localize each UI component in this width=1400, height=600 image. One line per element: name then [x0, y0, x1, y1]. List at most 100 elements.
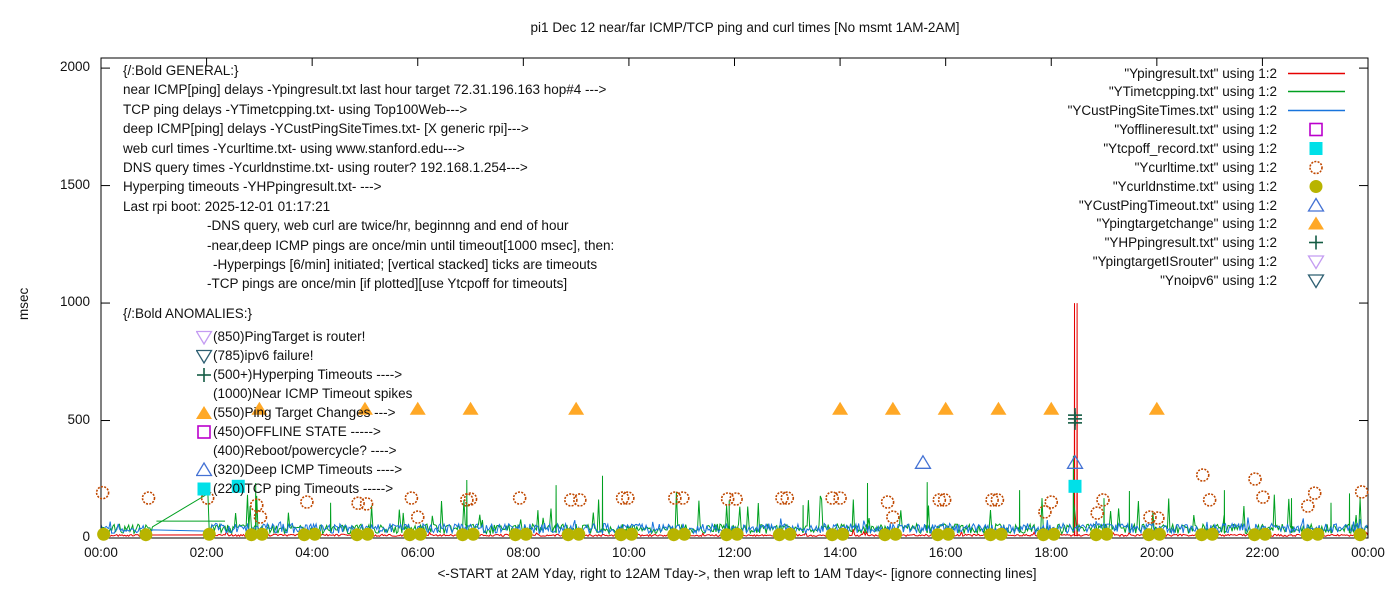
anomaly-marker-spacer — [196, 385, 213, 402]
legend-swatch-circle-filled — [1309, 179, 1323, 193]
x-tick-label: 14:00 — [823, 545, 857, 560]
legend-label: "YTimetcpping.txt" using 1:2 — [1108, 84, 1277, 100]
general-line: DNS query times -Ycurldnstime.txt- using… — [123, 160, 528, 176]
legend-row: "Ynoipv6" using 1:2 — [890, 271, 1347, 290]
anomaly-item: (450)OFFLINE STATE -----> — [196, 422, 381, 441]
anomaly-marker-spacer — [196, 442, 213, 459]
legend-swatch-line — [1288, 72, 1345, 74]
x-tick-label: 18:00 — [1034, 545, 1069, 560]
legend-swatch-square-open — [1309, 122, 1323, 137]
general-line: -near,deep ICMP pings are once/min until… — [207, 237, 615, 253]
anomaly-label: (320)Deep ICMP Timeouts ----> — [213, 461, 403, 477]
legend-label: "Ypingresult.txt" using 1:2 — [1124, 65, 1277, 81]
anomaly-triangle-open-icon — [196, 461, 213, 476]
anomaly-label: (400)Reboot/powercycle? ----> — [213, 442, 397, 458]
legend-swatch-square-filled — [1309, 142, 1323, 155]
legend-row: "YHPpingresult.txt" using 1:2 — [890, 233, 1347, 252]
anomaly-item: (785)ipv6 failure! — [196, 346, 314, 365]
y-tick-label: 0 — [82, 529, 90, 544]
general-line: -Hyperpings [6/min] initiated; [vertical… — [213, 257, 598, 273]
anomaly-label: (500+)Hyperping Timeouts ----> — [213, 366, 403, 382]
legend-swatch-triangle-filled — [1308, 216, 1324, 230]
anomaly-label: (1000)Near ICMP Timeout spikes — [213, 385, 413, 401]
anomaly-item: (320)Deep ICMP Timeouts ----> — [196, 460, 402, 479]
x-tick-label: 04:00 — [295, 545, 330, 560]
legend-swatch-triangle-down-open — [1307, 274, 1325, 289]
x-tick-label: 12:00 — [717, 545, 752, 560]
x-tick-label: 02:00 — [189, 545, 224, 560]
anomaly-label: (550)Ping Target Changes ---> — [213, 404, 396, 420]
general-line: -DNS query, web curl are twice/hr, begin… — [207, 218, 569, 234]
x-tick-label: 06:00 — [400, 545, 435, 560]
legend-label: "Ynoipv6" using 1:2 — [1160, 272, 1277, 288]
legend-label: "Ypingtargetchange" using 1:2 — [1096, 216, 1277, 232]
general-line: near ICMP[ping] delays -Ypingresult.txt … — [123, 82, 607, 98]
legend-row: "Ypingtargetchange" using 1:2 — [890, 214, 1347, 233]
anomalies-header: {/:Bold ANOMALIES:} — [123, 306, 253, 321]
anomaly-triangle-down-open-icon — [196, 330, 213, 345]
legend-row: "YCustPingSiteTimes.txt" using 1:2 — [890, 101, 1347, 120]
series-yhppingresult-txt-points — [1068, 408, 1083, 430]
x-tick-label: 16:00 — [928, 545, 963, 560]
legend-swatch-triangle-open — [1307, 196, 1325, 212]
y-tick-label: 1500 — [59, 176, 90, 192]
legend-row: "Yofflineresult.txt" using 1:2 — [890, 120, 1347, 139]
anomaly-label: (220)TCP ping Timeouts -----> — [213, 480, 394, 496]
anomaly-triangle-filled-icon — [196, 405, 212, 419]
y-tick-label: 500 — [67, 411, 90, 427]
anomaly-item: (400)Reboot/powercycle? ----> — [196, 441, 396, 460]
anomaly-label: (850)PingTarget is router! — [213, 328, 366, 344]
anomaly-square-filled-icon — [197, 482, 211, 495]
general-line: -TCP pings are once/min [if plotted][use… — [207, 276, 568, 292]
general-line: Hyperping timeouts -YHPpingresult.txt- -… — [123, 179, 382, 195]
anomaly-item: (550)Ping Target Changes ---> — [196, 403, 395, 422]
x-tick-label: 22:00 — [1245, 545, 1280, 560]
anomaly-item: (500+)Hyperping Timeouts ----> — [196, 365, 402, 384]
x-tick-label: 08:00 — [506, 545, 541, 560]
legend-swatch-plus — [1309, 235, 1323, 250]
legend-label: "YCustPingTimeout.txt" using 1:2 — [1078, 197, 1277, 213]
legend-row: "Ycurltime.txt" using 1:2 — [890, 158, 1347, 177]
legend-swatch-line — [1288, 91, 1345, 93]
anomaly-triangle-down-open-icon — [196, 349, 213, 364]
legend-label: "Yofflineresult.txt" using 1:2 — [1114, 122, 1277, 138]
legend-swatch-line — [1288, 109, 1345, 112]
anomaly-label: (785)ipv6 failure! — [213, 347, 314, 363]
anomaly-plus-icon — [197, 367, 211, 382]
legend-label: "Ytcpoff_record.txt" using 1:2 — [1103, 141, 1277, 156]
anomaly-square-open-icon — [197, 424, 211, 439]
legend-label: "YCustPingSiteTimes.txt" using 1:2 — [1067, 103, 1277, 119]
anomaly-item: (1000)Near ICMP Timeout spikes — [196, 384, 412, 403]
legend-label: "Ycurldnstime.txt" using 1:2 — [1112, 178, 1277, 194]
x-tick-label: 00:00 — [1351, 545, 1385, 560]
x-tick-label: 10:00 — [612, 545, 646, 560]
general-header: {/:Bold GENERAL:} — [123, 63, 239, 78]
y-tick-label: 1000 — [59, 294, 90, 310]
x-tick-label: 00:00 — [84, 545, 118, 560]
general-annotations: {/:Bold GENERAL:} near ICMP[ping] delays … — [123, 61, 614, 294]
x-tick-label: 20:00 — [1139, 545, 1174, 560]
general-line: web curl times -Ycurltime.txt- using www… — [123, 140, 465, 156]
legend-label: "YHPpingresult.txt" using 1:2 — [1104, 235, 1277, 251]
legend-row: "YTimetcpping.txt" using 1:2 — [890, 82, 1347, 101]
legend-swatch-circle-open — [1309, 160, 1323, 175]
x-axis-title: <-START at 2AM Yday, right to 12AM Tday-… — [437, 566, 1037, 581]
page-title: pi1 Dec 12 near/far ICMP/TCP ping and cu… — [530, 20, 960, 35]
series-ycurltime-txt-points — [95, 468, 1369, 525]
general-line: Last rpi boot: 2025-12-01 01:17:21 — [123, 198, 331, 214]
anomaly-item: (220)TCP ping Timeouts -----> — [196, 479, 393, 498]
series-ytcpoff_record-txt-points — [231, 479, 1082, 493]
general-line: TCP ping delays -YTimetcpping.txt- using… — [123, 101, 468, 117]
series-ypingtargetchange-points — [251, 401, 1165, 415]
general-line: deep ICMP[ping] delays -YCustPingSiteTim… — [123, 121, 529, 137]
legend-swatch-triangle-down-open — [1307, 255, 1325, 270]
anomaly-label: (450)OFFLINE STATE -----> — [213, 423, 381, 439]
series-ycurldnstime-txt-points — [97, 527, 1367, 542]
legend-label: "YpingtargetISrouter" using 1:2 — [1092, 254, 1277, 270]
legend-row: "Ypingresult.txt" using 1:2 — [890, 64, 1347, 83]
legend-row: "Ycurldnstime.txt" using 1:2 — [890, 177, 1347, 196]
legend-row: "YpingtargetISrouter" using 1:2 — [890, 252, 1347, 271]
legend-row: "YCustPingTimeout.txt" using 1:2 — [890, 196, 1347, 215]
